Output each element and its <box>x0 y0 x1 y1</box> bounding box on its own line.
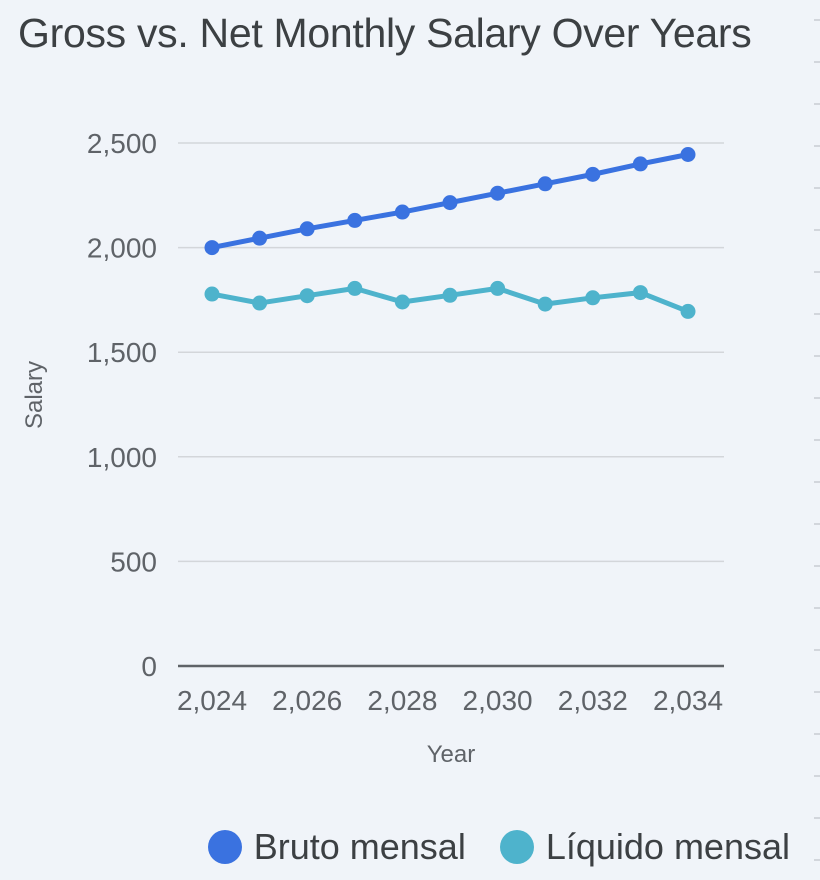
y-tick-label: 0 <box>141 651 157 682</box>
data-point[interactable] <box>394 294 410 310</box>
data-point[interactable] <box>442 195 458 211</box>
data-point[interactable] <box>537 296 553 312</box>
series-lines <box>204 147 696 319</box>
x-tick-label: 2,028 <box>367 685 437 716</box>
data-point[interactable] <box>680 303 696 319</box>
data-point[interactable] <box>204 240 220 256</box>
y-tick-label: 2,500 <box>87 128 157 159</box>
data-point[interactable] <box>252 230 268 246</box>
data-point[interactable] <box>347 280 363 296</box>
data-point[interactable] <box>204 286 220 302</box>
y-tick-label: 1,000 <box>87 442 157 473</box>
data-point[interactable] <box>490 280 506 296</box>
data-point[interactable] <box>442 287 458 303</box>
data-point[interactable] <box>394 204 410 220</box>
x-tick-label: 2,024 <box>177 685 247 716</box>
x-tick-label: 2,030 <box>463 685 533 716</box>
data-point[interactable] <box>299 288 315 304</box>
y-tick-label: 1,500 <box>87 337 157 368</box>
legend-item-liquido[interactable]: Líquido mensal <box>499 826 790 868</box>
data-point[interactable] <box>585 166 601 182</box>
data-point[interactable] <box>347 212 363 228</box>
legend-label-bruto: Bruto mensal <box>253 826 466 867</box>
data-point[interactable] <box>632 156 648 172</box>
edge-tick-marks <box>814 19 820 861</box>
line-chart: 0 500 1,000 1,500 2,000 2,500 2,024 2,026 2,028… <box>21 128 724 768</box>
data-point[interactable] <box>680 147 696 163</box>
chart-legend: Bruto mensal Líquido mensal <box>207 826 790 868</box>
y-tick-label: 500 <box>110 546 157 577</box>
legend-item-bruto[interactable]: Bruto mensal <box>207 826 466 868</box>
legend-label-liquido: Líquido mensal <box>545 826 790 867</box>
data-point[interactable] <box>490 185 506 201</box>
legend-swatch-bruto <box>207 830 242 864</box>
x-tick-label: 2,026 <box>272 685 342 716</box>
x-tick-label: 2,034 <box>653 685 723 716</box>
data-point[interactable] <box>537 176 553 192</box>
x-tick-label: 2,032 <box>558 685 628 716</box>
y-tick-label: 2,000 <box>87 233 157 264</box>
series-1 <box>204 280 696 319</box>
y-axis-ticks: 0 500 1,000 1,500 2,000 2,500 <box>87 128 157 682</box>
y-axis-title: Salary <box>21 361 48 429</box>
series-0 <box>204 147 696 256</box>
data-point[interactable] <box>632 285 648 301</box>
x-axis-title: Year <box>427 741 476 768</box>
data-point[interactable] <box>585 290 601 306</box>
data-point[interactable] <box>299 221 315 237</box>
data-point[interactable] <box>252 295 268 311</box>
chart-title: Gross vs. Net Monthly Salary Over Years <box>18 10 752 56</box>
gridlines <box>178 142 724 668</box>
x-axis-ticks: 2,024 2,026 2,028 2,030 2,032 2,034 <box>177 685 723 716</box>
legend-swatch-liquido <box>499 830 534 864</box>
